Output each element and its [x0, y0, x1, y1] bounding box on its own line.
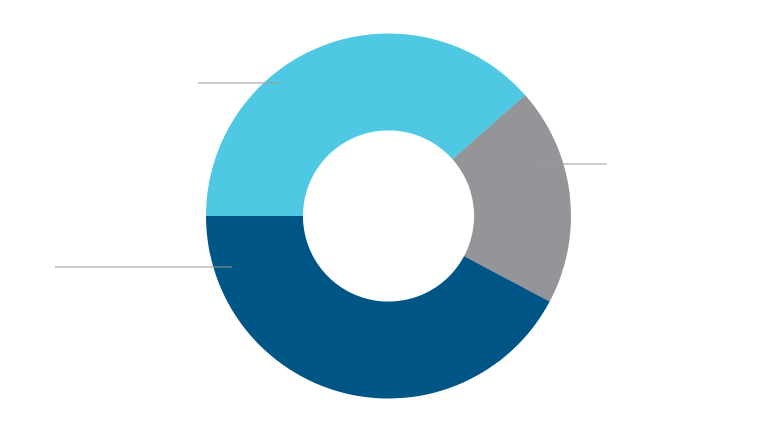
donut-hole — [303, 130, 474, 302]
donut-slice-2[interactable] — [452, 95, 571, 302]
leader-lines-group — [55, 82, 607, 268]
donut-slice-3[interactable] — [206, 216, 550, 399]
donut-slices-group — [206, 33, 571, 399]
donut-slice-1[interactable] — [206, 33, 526, 216]
